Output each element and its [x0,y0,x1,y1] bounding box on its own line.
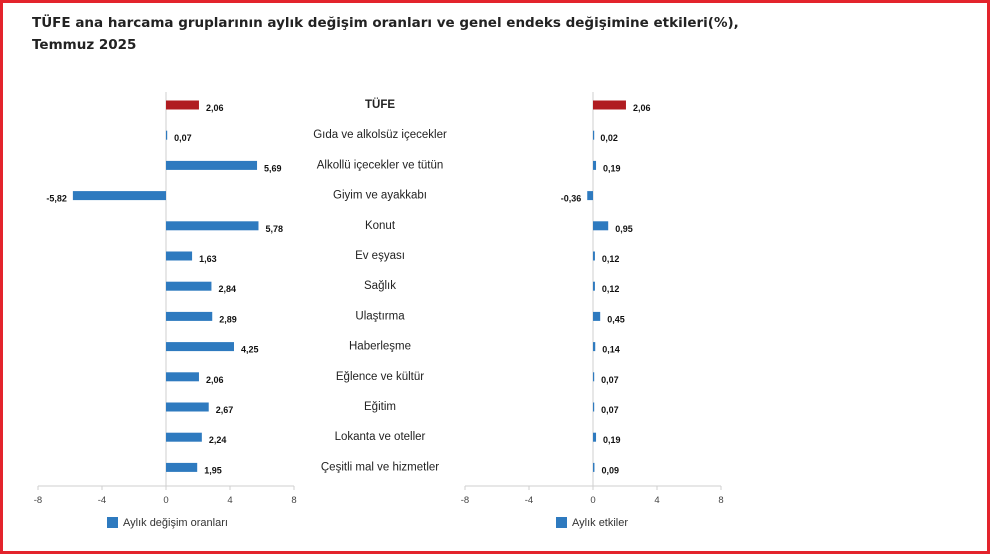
category-label: Ulaştırma [355,310,405,322]
bar [593,432,597,442]
category-label: Haberleşme [349,341,411,353]
data-label: 4,25 [241,345,259,355]
data-label: 2,67 [216,405,234,415]
data-label: 0,02 [600,133,618,143]
bar [166,130,168,140]
bar [166,100,199,110]
data-label: 2,24 [209,435,227,445]
bar [593,342,596,352]
bar [593,402,595,412]
data-label: 0,12 [602,254,620,264]
bar [593,100,626,110]
data-label: 0,09 [601,465,619,475]
category-label: Gıda ve alkolsüz içecekler [313,129,447,141]
category-label: TÜFE [365,98,395,111]
x-tick-label: 8 [718,495,723,506]
x-tick-label: -4 [98,495,106,506]
bar [166,462,198,472]
bar [593,130,595,140]
category-label: Giyim ve ayakkabı [333,190,427,202]
category-label: Konut [365,220,396,232]
bar [166,402,209,412]
data-label: 1,95 [204,465,222,475]
data-label: 2,89 [219,314,237,324]
x-tick-label: 4 [227,495,232,506]
data-label: 2,06 [206,103,224,113]
category-label: Lokanta ve oteller [335,431,426,443]
data-label: 0,07 [174,133,192,143]
bar [593,251,595,261]
chart-panel-2: -8 -4 0 4 8 2,06 0,02 0,19 -0,36 0,95 0,12 0,12 0,45… [461,92,724,529]
x-tick-label: 4 [654,495,659,506]
bar [593,372,595,382]
data-label: 0,19 [603,435,621,445]
bar [587,191,593,201]
x-tick-label: 0 [590,495,595,506]
data-label: 2,06 [206,375,224,385]
legend-swatch [556,517,567,528]
x-tick-label: -8 [34,495,42,506]
category-label: Eğitim [364,401,396,413]
bar [593,160,597,170]
data-label: 0,14 [602,345,620,355]
legend-swatch [107,517,118,528]
bar [166,342,234,352]
category-label: Çeşitli mal ve hizmetler [321,461,439,473]
x-tick-label: -8 [461,495,469,506]
bar [593,221,609,231]
data-label: 2,84 [218,284,236,294]
bar [166,160,258,170]
bar [166,311,213,321]
data-label: -5,82 [46,194,67,204]
data-label: 5,69 [264,163,282,173]
bar [166,281,212,291]
x-tick-label: 0 [163,495,168,506]
chart-title: TÜFE ana harcama gruplarının aylık değiş… [32,15,739,53]
chart-panel-1: -8 -4 0 4 8 2,06 0,07 5,69 -5,82 5,78 1,63 2,84 2,89… [34,92,297,529]
legend-label: Aylık etkiler [572,517,628,529]
data-label: 2,06 [633,103,651,113]
data-label: 0,07 [601,405,619,415]
bar [166,221,259,231]
category-label: Eğlence ve kültür [336,371,424,383]
data-label: 0,45 [607,314,625,324]
category-label: Alkollü içecekler ve tütün [317,159,444,171]
data-label: -0,36 [561,194,582,204]
category-label: Sağlık [364,280,396,292]
x-tick-label: 8 [291,495,296,506]
bar [166,372,199,382]
legend-label: Aylık değişim oranları [123,517,228,529]
bar [166,432,202,442]
data-label: 0,19 [603,163,621,173]
bar [593,462,595,472]
x-tick-label: -4 [525,495,533,506]
data-label: 5,78 [265,224,283,234]
bar [593,311,601,321]
category-label: Ev eşyası [355,250,405,262]
data-label: 0,12 [602,284,620,294]
bar [166,251,193,261]
data-label: 1,63 [199,254,217,264]
data-label: 0,95 [615,224,633,234]
data-label: 0,07 [601,375,619,385]
bar [72,191,166,201]
bar [593,281,595,291]
